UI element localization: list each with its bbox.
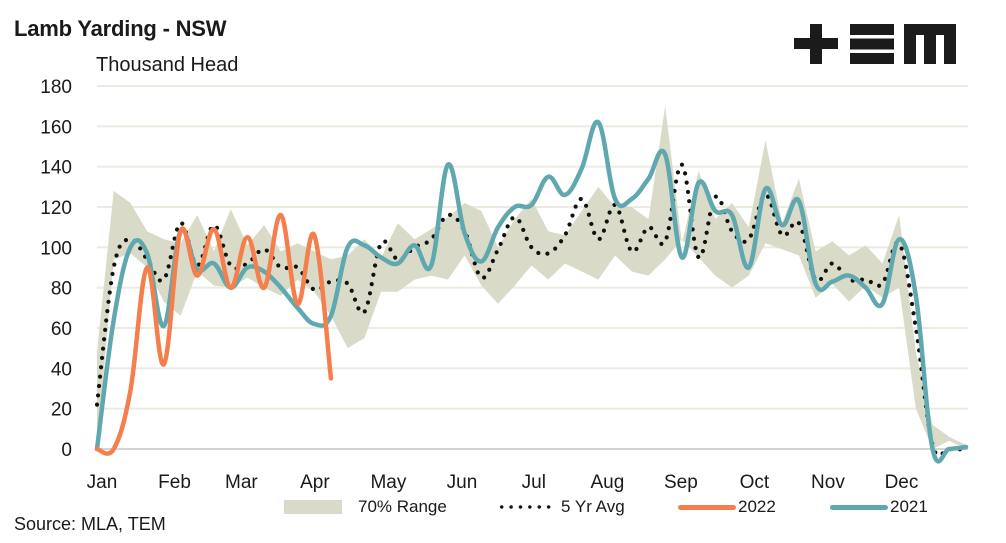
y-tick-label: 100 [40, 238, 72, 259]
legend-item-range: 70% Range [284, 497, 447, 517]
y-tick-label: 60 [51, 319, 72, 340]
legend-label-2021: 2021 [890, 497, 928, 516]
x-tick-label: Apr [300, 472, 330, 493]
y-axis-unit-label: Thousand Head [96, 54, 239, 76]
legend-swatch-2022 [678, 504, 736, 510]
line-2022 [94, 212, 334, 456]
x-tick-label: Jun [447, 472, 478, 493]
x-tick-label: Jul [522, 472, 546, 493]
y-tick-label: 40 [51, 359, 72, 380]
x-tick-label: Feb [158, 472, 191, 493]
y-tick-label: 0 [61, 440, 72, 461]
x-tick-label: Nov [811, 472, 845, 493]
x-axis-ticks: Jan Feb Mar Apr May Jun Jul Aug Sep Oct Nov Dec [87, 472, 919, 493]
legend-label-range: 70% Range [358, 497, 447, 516]
legend-item-avg: 5 Yr Avg [497, 497, 625, 517]
y-tick-label: 180 [40, 77, 72, 98]
x-tick-label: Aug [590, 472, 624, 493]
y-tick-label: 80 [51, 279, 72, 300]
x-tick-label: Dec [885, 472, 919, 493]
x-tick-label: Jan [87, 472, 118, 493]
y-tick-label: 20 [51, 400, 72, 421]
legend-swatch-avg [497, 505, 553, 509]
y-tick-label: 160 [40, 117, 72, 138]
legend-swatch-range [284, 500, 342, 514]
legend-label-2022: 2022 [738, 497, 776, 516]
y-axis-ticks: 0 20 40 60 80 100 120 140 160 180 [40, 77, 72, 461]
source-note: Source: MLA, TEM [14, 514, 166, 534]
chart-title: Lamb Yarding - NSW [14, 16, 227, 41]
line-2022-layer [94, 212, 334, 456]
tem-logo-icon [792, 22, 960, 71]
line-2021 [94, 119, 969, 464]
x-tick-label: Oct [740, 472, 770, 493]
legend-swatch-2021 [830, 504, 888, 510]
tem-logo-graphic [794, 24, 956, 64]
x-tick-label: May [370, 472, 406, 493]
legend: 70% Range 5 Yr Avg 2022 2021 [0, 497, 1006, 523]
x-tick-label: Mar [225, 472, 258, 493]
legend-item-2022: 2022 [678, 497, 776, 517]
y-tick-label: 120 [40, 198, 72, 219]
legend-label-avg: 5 Yr Avg [561, 497, 625, 516]
line-2021-layer [94, 119, 969, 464]
x-tick-label: Sep [664, 472, 698, 493]
y-tick-label: 140 [40, 158, 72, 179]
legend-item-2021: 2021 [830, 497, 928, 517]
